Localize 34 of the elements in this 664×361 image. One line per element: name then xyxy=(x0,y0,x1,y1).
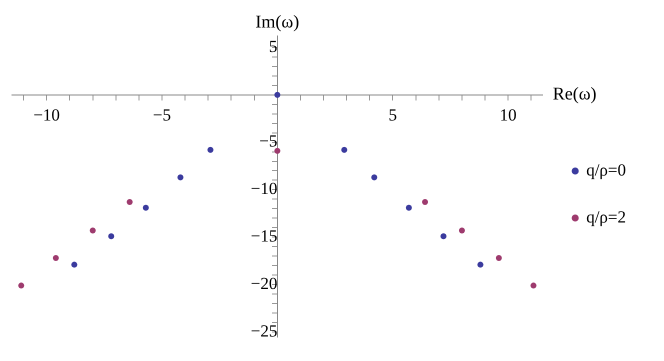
y-tick-label: −5 xyxy=(259,132,278,151)
point xyxy=(177,174,184,180)
y-tick-label: 5 xyxy=(268,36,278,56)
point xyxy=(52,255,59,262)
y-tick-label: −10 xyxy=(250,179,278,198)
point xyxy=(477,262,484,268)
y-tick-label: −20 xyxy=(250,274,278,294)
y-tick-label: −25 xyxy=(250,322,278,341)
x-tick-label: 5 xyxy=(388,106,397,124)
point xyxy=(341,146,348,153)
point xyxy=(108,233,114,240)
point xyxy=(126,199,133,206)
x-tick-label: −5 xyxy=(152,106,172,124)
x-tick-label: 10 xyxy=(500,106,517,124)
point xyxy=(440,233,446,240)
point xyxy=(90,228,96,234)
y-axis-title: Im(ω) xyxy=(255,12,300,32)
point xyxy=(207,146,214,153)
point xyxy=(371,174,378,180)
point xyxy=(142,204,149,211)
point xyxy=(530,282,536,289)
x-tick-label: −10 xyxy=(33,106,60,124)
point xyxy=(496,255,502,262)
legend-label: q/ρ=0 xyxy=(586,160,626,180)
point xyxy=(422,199,428,206)
point xyxy=(274,148,280,154)
point xyxy=(71,262,78,268)
point xyxy=(18,282,24,289)
point xyxy=(406,204,412,211)
x-axis-title: Re(ω) xyxy=(552,84,597,104)
point xyxy=(274,92,280,98)
legend-label: q/ρ=2 xyxy=(586,207,626,226)
point xyxy=(458,228,465,234)
y-tick-label: −15 xyxy=(250,226,278,246)
